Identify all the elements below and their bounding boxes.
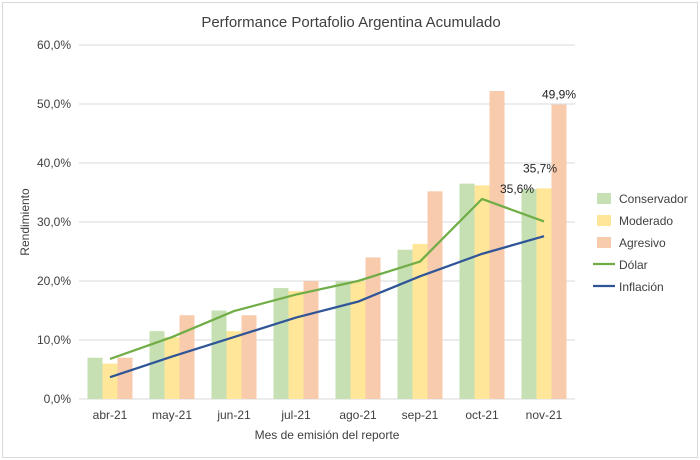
bar-agresivo — [551, 104, 567, 399]
y-axis-title: Rendimiento — [18, 188, 32, 256]
y-tick-label: 40,0% — [37, 156, 71, 170]
line-inflacion — [109, 235, 545, 379]
bar-layer — [87, 91, 567, 400]
data-labels: 49,9% 35,7% 35,6% — [500, 88, 576, 196]
bar-agresivo — [489, 91, 505, 400]
bar-moderado — [536, 188, 552, 399]
x-tick-label: nov-21 — [526, 408, 563, 422]
line-dolar — [109, 197, 545, 360]
bar-conservador — [149, 331, 165, 399]
bar-conservador — [521, 188, 537, 399]
bar-moderado — [226, 331, 242, 399]
legend-label: Conservador — [619, 192, 688, 206]
x-tick-label: ago-21 — [339, 408, 377, 422]
legend-item-conservador: Conservador — [597, 192, 688, 206]
legend: Conservador Moderado Agresivo Dólar Inflació… — [593, 192, 688, 294]
x-tick-label: sep-21 — [402, 408, 439, 422]
x-axis-ticks: abr-21 may-21 jun-21 jul-21 ago-21 sep-21 oct-… — [93, 408, 563, 422]
y-axis-ticks: 0,0% 10,0% 20,0% 30,0% 40,0% 50,0% 60,0% — [37, 38, 71, 406]
y-tick-label: 60,0% — [37, 38, 71, 52]
data-label-moderado: 35,7% — [523, 161, 557, 175]
y-tick-label: 10,0% — [37, 333, 71, 347]
legend-item-moderado: Moderado — [597, 214, 673, 228]
bar-moderado — [474, 185, 490, 399]
legend-item-dolar: Dólar — [593, 258, 648, 272]
legend-item-inflacion: Inflación — [593, 280, 664, 294]
bar-conservador — [459, 183, 475, 399]
line-layer — [109, 197, 545, 379]
bar-conservador — [87, 357, 103, 399]
x-tick-label: jul-21 — [280, 408, 311, 422]
legend-swatch — [597, 215, 611, 226]
bar-agresivo — [179, 315, 195, 399]
bar-moderado — [412, 243, 428, 399]
y-tick-label: 50,0% — [37, 97, 71, 111]
data-label-agresivo: 49,9% — [542, 88, 576, 102]
bar-conservador — [273, 288, 289, 399]
legend-label: Moderado — [619, 214, 673, 228]
data-label-conservador: 35,6% — [500, 182, 534, 196]
x-tick-label: jun-21 — [216, 408, 251, 422]
bar-conservador — [211, 310, 227, 399]
bar-moderado — [350, 281, 366, 399]
legend-label: Inflación — [619, 280, 664, 294]
y-tick-label: 0,0% — [44, 392, 72, 406]
bar-conservador — [335, 281, 351, 399]
x-tick-label: abr-21 — [93, 408, 128, 422]
bar-conservador — [397, 249, 413, 399]
y-tick-label: 20,0% — [37, 274, 71, 288]
chart-title: Performance Portafolio Argentina Acumula… — [201, 14, 500, 31]
bar-agresivo — [241, 315, 257, 399]
bar-moderado — [288, 291, 304, 399]
legend-label: Dólar — [619, 258, 648, 272]
legend-swatch — [597, 193, 611, 204]
bar-agresivo — [117, 357, 133, 399]
x-tick-label: oct-21 — [465, 408, 499, 422]
chart-svg: Performance Portafolio Argentina Acumula… — [18, 14, 688, 442]
x-tick-label: may-21 — [152, 408, 192, 422]
x-axis-title: Mes de emisión del reporte — [255, 428, 400, 442]
y-tick-label: 30,0% — [37, 215, 71, 229]
bar-moderado — [102, 363, 118, 399]
bar-agresivo — [427, 191, 443, 399]
legend-item-agresivo: Agresivo — [597, 236, 666, 250]
bar-agresivo — [303, 281, 319, 399]
legend-label: Agresivo — [619, 236, 666, 250]
bar-moderado — [164, 337, 180, 399]
legend-swatch — [597, 237, 611, 248]
